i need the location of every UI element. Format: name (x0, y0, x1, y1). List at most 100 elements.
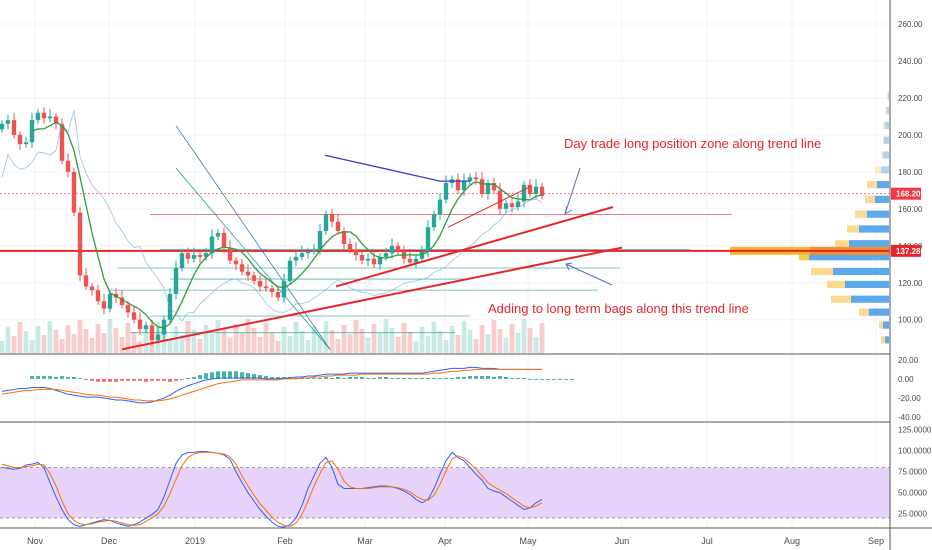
volume-bar (509, 324, 515, 353)
candle-body (293, 256, 299, 261)
macd-tick-label: 20.00 (898, 356, 919, 365)
volume-bar (473, 339, 479, 353)
volume-bar (353, 320, 359, 353)
volume-bar (29, 340, 35, 353)
time-tick-label: May (519, 536, 537, 546)
candle-body (527, 184, 533, 195)
macd-histogram-bar (120, 378, 124, 381)
macd-histogram-bar (114, 378, 118, 382)
volume-bar (23, 331, 29, 353)
volume-profile-bar-up (835, 240, 849, 248)
volume-bar (293, 322, 299, 353)
candle-body (503, 203, 509, 209)
volume-bar (317, 335, 323, 353)
candle-body (77, 212, 83, 276)
price-panel[interactable] (0, 92, 890, 353)
volume-profile-bar-up (885, 107, 887, 115)
candle-body (47, 116, 53, 119)
candle-body (143, 325, 149, 329)
time-tick-label: Sep (868, 536, 884, 546)
stochastic-tick-label: 25.0000 (898, 510, 927, 519)
volume-bar (413, 341, 419, 353)
macd-histogram-bar (318, 377, 322, 379)
macd-histogram-bar (432, 377, 436, 379)
volume-profile-bar-down (888, 92, 889, 100)
macd-histogram-bar (330, 377, 334, 379)
candle-body (221, 232, 227, 248)
macd-histogram-bar (366, 377, 370, 379)
macd-histogram-bar (78, 377, 82, 379)
macd-histogram-bar (324, 377, 328, 379)
candle-body (65, 160, 71, 172)
macd-histogram-bar (246, 373, 250, 379)
candle-body (497, 190, 503, 209)
macd-histogram-bar (132, 378, 136, 381)
arrow-long-term (565, 263, 613, 286)
arrow-head-day-trade (564, 205, 573, 216)
volume-bar (119, 337, 125, 353)
price-tick-label: 100.00 (898, 316, 923, 325)
volume-bar (305, 340, 311, 353)
macd-histogram-bar (30, 376, 34, 379)
candle-body (287, 260, 293, 281)
volume-bar (197, 339, 203, 353)
volume-bar (5, 327, 11, 353)
candle-body (59, 123, 65, 161)
candle-body (53, 116, 59, 124)
candle-body (155, 334, 161, 341)
volume-bar (179, 335, 185, 353)
stoch-d-line (1, 451, 543, 527)
volume-profile-bar-up (881, 336, 885, 344)
volume-bar (89, 338, 95, 353)
volume-bar (65, 325, 71, 353)
volume-bar (527, 328, 533, 353)
macd-panel[interactable] (1, 366, 574, 404)
macd-histogram-bar (108, 378, 112, 382)
volume-bar (365, 338, 371, 353)
macd-histogram-bar (468, 376, 472, 379)
volume-profile-bar-down (877, 181, 889, 189)
macd-histogram-bar (252, 374, 256, 379)
candle-body (539, 186, 545, 196)
stochastic-band (0, 467, 890, 518)
candle-body (455, 179, 461, 191)
volume-bar (185, 321, 191, 353)
volume-profile-bar-up (855, 210, 867, 218)
volume-bar (107, 319, 113, 353)
stochastic-tick-label: 75.0000 (898, 468, 927, 477)
candle-body (383, 253, 389, 257)
volume-bar (131, 332, 137, 353)
macd-histogram-bar (162, 378, 166, 381)
candle-body (233, 260, 239, 265)
volume-profile-bar-down (884, 136, 889, 144)
volume-bar (491, 320, 497, 353)
volume-bar (359, 329, 365, 353)
volume-bar (443, 340, 449, 353)
volume-bar (455, 335, 461, 353)
volume-bar (479, 325, 485, 353)
volume-bar (101, 333, 107, 353)
macd-tick-label: -40.00 (898, 413, 921, 422)
volume-profile-bar-down (881, 166, 889, 174)
volume-bar (533, 337, 539, 353)
volume-bar (77, 320, 83, 353)
candle-body (227, 247, 233, 261)
price-tick-label: 120.00 (898, 279, 923, 288)
macd-histogram-bar (516, 377, 520, 379)
ma-long-line (1, 110, 543, 322)
volume-profile-bar-down (875, 195, 889, 204)
volume-profile-bar-down (845, 280, 889, 289)
time-tick-label: Feb (277, 536, 293, 546)
volume-profile-bar-down (851, 295, 889, 303)
candle-body (215, 232, 221, 237)
candle-body (173, 267, 179, 294)
volume-bar (209, 334, 215, 353)
stochastic-panel[interactable] (0, 451, 890, 528)
volume-profile-bar-up (859, 308, 869, 316)
macd-histogram-bar (396, 377, 400, 379)
annotation-long-term: Adding to long term bags along this tren… (488, 301, 749, 316)
macd-histogram-bar (384, 377, 388, 379)
candle-body (365, 258, 371, 261)
candle-body (347, 243, 353, 250)
